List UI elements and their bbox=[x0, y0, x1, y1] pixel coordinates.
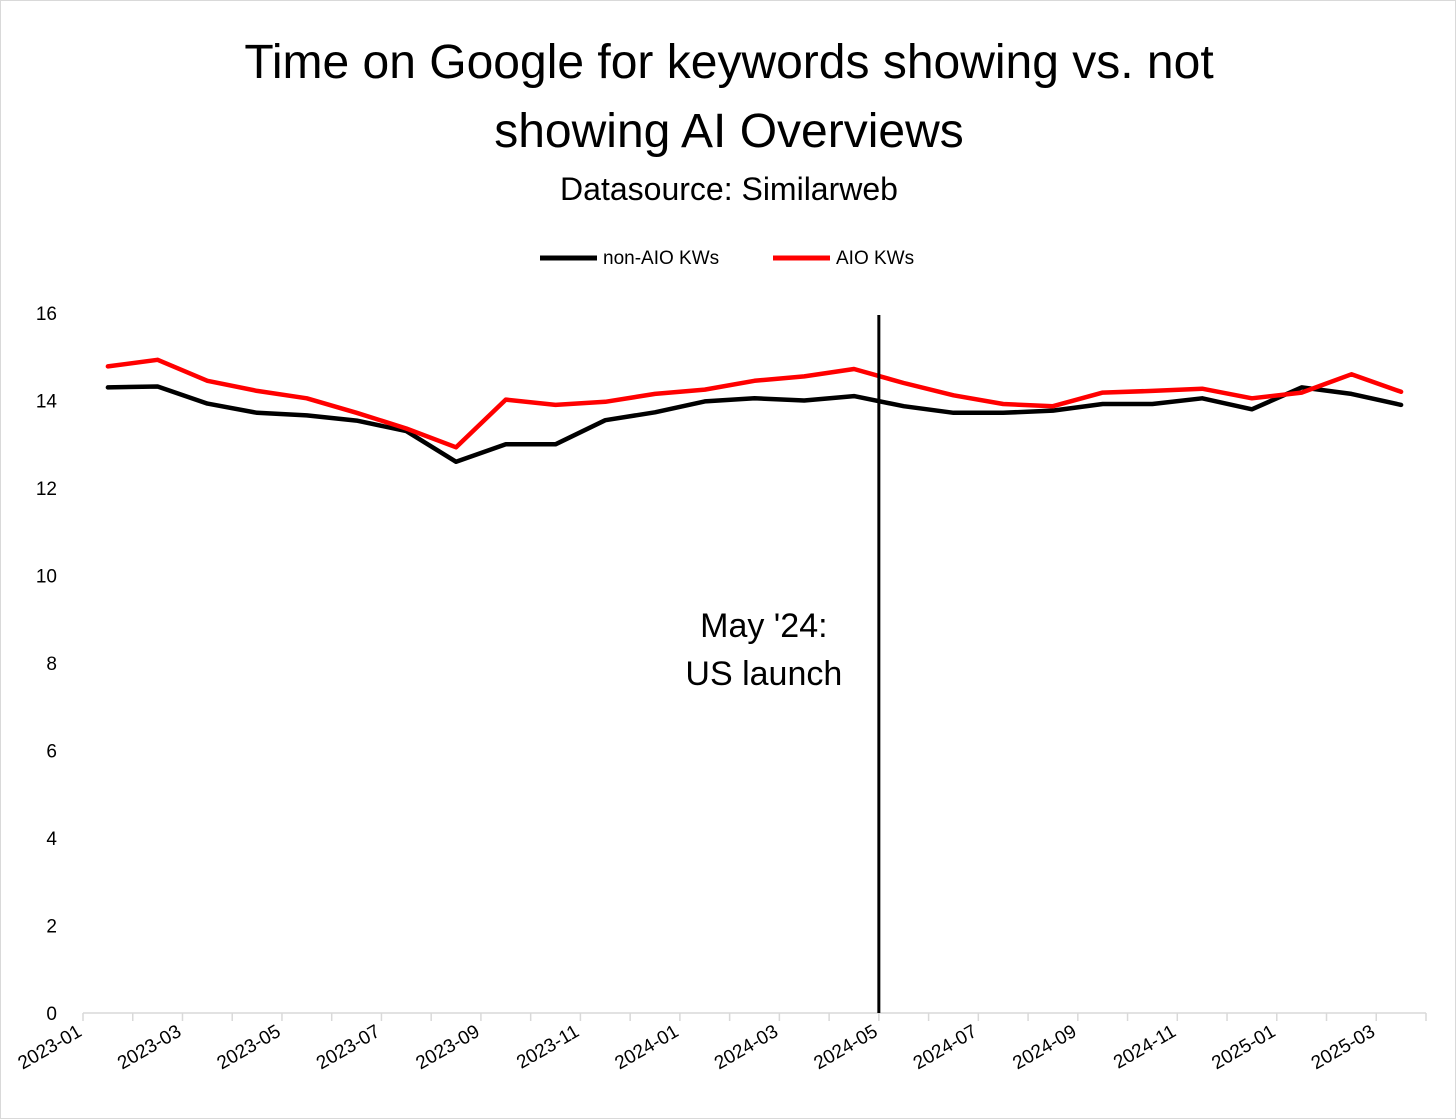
y-tick-label: 4 bbox=[46, 829, 57, 850]
y-tick-label: 12 bbox=[36, 479, 57, 500]
y-tick-label: 8 bbox=[46, 654, 57, 675]
x-axis: 2023-01 2023-03 2023-05 2023-07 2023-09 2023-… bbox=[15, 1012, 1427, 1074]
x-tick-label: 2024-07 bbox=[910, 1021, 981, 1074]
x-tick-label: 2025-03 bbox=[1308, 1021, 1379, 1074]
annotation-label-line1: May '24: bbox=[700, 607, 827, 645]
y-tick-label: 0 bbox=[46, 1004, 57, 1025]
legend-label-non-aio: non-AIO KWs bbox=[603, 248, 719, 269]
x-tick-label: 2025-01 bbox=[1208, 1021, 1279, 1074]
x-tick-label: 2023-03 bbox=[114, 1021, 185, 1074]
legend-label-aio: AIO KWs bbox=[836, 248, 914, 269]
annotation: May '24: US launch bbox=[685, 315, 881, 1013]
x-tick-label: 2024-01 bbox=[611, 1021, 682, 1074]
legend: non-AIO KWs AIO KWs bbox=[540, 248, 914, 269]
y-axis-tick-labels: 0 2 4 6 8 10 12 14 16 bbox=[36, 304, 58, 1025]
series-lines bbox=[105, 357, 1404, 465]
series-line-non-aio bbox=[105, 384, 1404, 465]
x-tick-label: 2023-01 bbox=[15, 1021, 86, 1074]
chart-subtitle: Datasource: Similarweb bbox=[560, 171, 898, 207]
x-tick-label: 2023-11 bbox=[513, 1021, 583, 1073]
chart-title-line2: showing AI Overviews bbox=[494, 105, 964, 158]
y-tick-label: 10 bbox=[36, 567, 57, 588]
x-tick-label: 2024-11 bbox=[1110, 1021, 1180, 1073]
x-tick-label: 2024-03 bbox=[711, 1021, 782, 1074]
y-tick-label: 2 bbox=[46, 917, 57, 938]
x-tick-label: 2024-05 bbox=[810, 1021, 881, 1074]
x-tick-label: 2023-07 bbox=[313, 1021, 384, 1074]
annotation-label-line2: US launch bbox=[685, 655, 842, 693]
y-tick-label: 16 bbox=[36, 304, 57, 325]
x-tick-label: 2024-09 bbox=[1009, 1021, 1080, 1074]
x-tick-label: 2023-05 bbox=[214, 1021, 285, 1074]
chart-title-line1: Time on Google for keywords showing vs. … bbox=[244, 36, 1213, 89]
series-line-aio bbox=[105, 357, 1404, 450]
y-tick-label: 14 bbox=[36, 392, 58, 413]
y-tick-label: 6 bbox=[46, 742, 57, 763]
x-tick-label: 2023-09 bbox=[413, 1021, 484, 1074]
